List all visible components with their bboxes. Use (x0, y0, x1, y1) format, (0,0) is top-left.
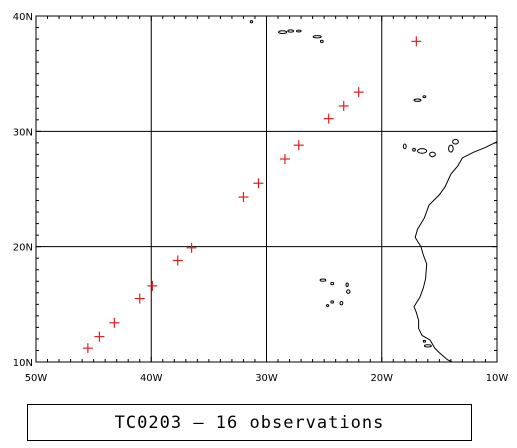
island (287, 29, 295, 33)
coastline (249, 20, 498, 363)
island (422, 339, 427, 343)
observation-marker (172, 255, 183, 266)
island (278, 30, 288, 35)
observation-marker (293, 140, 304, 151)
axis-labels: 50W 40W 30W 20W 10W 10N 20N 30N 40N (13, 12, 509, 384)
observation-marker (186, 242, 197, 253)
island (325, 304, 330, 307)
x-tick-label: 10W (486, 373, 509, 384)
island (249, 20, 254, 24)
island (339, 300, 344, 306)
island (452, 138, 459, 145)
island (319, 278, 327, 282)
island (423, 344, 432, 348)
caption-text: TC0203 – 16 observations (114, 412, 385, 433)
x-tick-label: 30W (255, 373, 278, 384)
map-frame (35, 15, 498, 363)
island (402, 143, 407, 150)
y-tick-label: 10N (13, 358, 33, 369)
y-tick-label: 20N (13, 243, 33, 254)
island (346, 289, 351, 294)
island (422, 95, 427, 99)
observation-markers (82, 36, 422, 354)
observation-marker (253, 178, 264, 189)
island (312, 35, 322, 39)
island (413, 98, 422, 102)
y-tick-label: 30N (13, 127, 33, 138)
island (416, 148, 428, 154)
island (330, 281, 335, 286)
caption-box: TC0203 – 16 observations (27, 404, 472, 441)
island (319, 39, 324, 44)
island (412, 147, 416, 152)
observation-marker (147, 280, 158, 291)
observation-marker (109, 317, 120, 328)
observation-marker (353, 87, 364, 98)
x-tick-label: 50W (25, 373, 48, 384)
observation-marker (238, 192, 249, 203)
observation-marker (279, 154, 290, 165)
y-tick-label: 40N (13, 12, 33, 23)
island (345, 282, 349, 287)
x-tick-label: 40W (140, 373, 163, 384)
africa-coast (413, 141, 498, 363)
axis-ticks (35, 15, 498, 363)
observation-marker (94, 331, 105, 342)
observation-marker (134, 293, 145, 304)
island (295, 29, 302, 33)
observation-marker (338, 100, 349, 111)
observation-marker (323, 113, 334, 124)
island (448, 144, 454, 153)
x-tick-label: 20W (370, 373, 393, 384)
observation-marker (411, 36, 422, 47)
island (429, 151, 436, 158)
island (330, 300, 335, 304)
observation-marker (82, 343, 93, 354)
